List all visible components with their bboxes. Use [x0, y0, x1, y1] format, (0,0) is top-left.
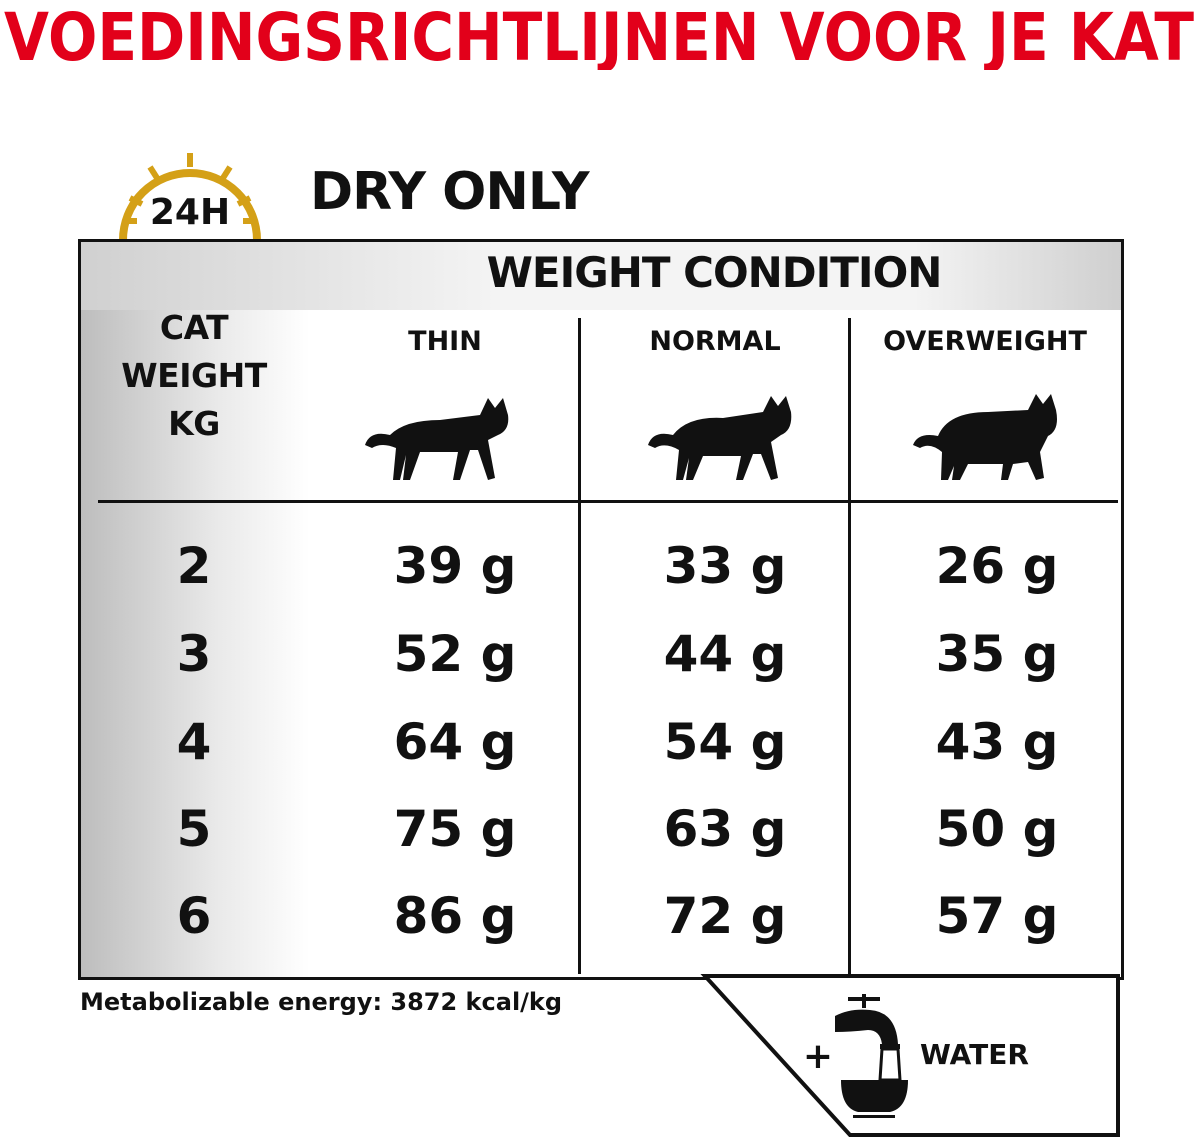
portion-cell: 52 g	[393, 625, 517, 683]
title-text: VOEDINGSRICHTLIJNEN VOOR JE KAT	[4, 0, 1194, 70]
cat-weight-kg: 5	[176, 800, 212, 858]
24h-clock-icon: 24H	[119, 153, 261, 241]
column-divider	[578, 318, 581, 974]
portion-cell: 63 g	[663, 800, 787, 858]
cat-weight-header: CAT WEIGHT KG	[82, 304, 306, 448]
column-header-overweight: OVERWEIGHT	[883, 326, 1087, 357]
overweight-cat-icon	[913, 394, 1057, 480]
metabolizable-energy-note: Metabolizable energy: 3872 kcal/kg	[80, 988, 563, 1016]
row-header-line: WEIGHT	[121, 356, 267, 395]
header-divider	[98, 500, 1118, 503]
plus-sign: +	[803, 1036, 833, 1077]
portion-cell: 57 g	[935, 887, 1059, 945]
column-divider	[848, 318, 851, 974]
portion-cell: 75 g	[393, 800, 517, 858]
thin-cat-icon	[365, 398, 509, 480]
portion-cell: 64 g	[393, 713, 517, 771]
cat-weight-kg: 6	[176, 887, 212, 945]
portion-cell: 33 g	[663, 537, 787, 595]
portion-cell: 54 g	[663, 713, 787, 771]
water-tap-bowl-icon	[835, 994, 908, 1118]
water-label: WATER	[920, 1038, 1029, 1071]
portion-cell: 43 g	[935, 713, 1059, 771]
cat-weight-kg: 3	[176, 625, 212, 683]
cat-weight-kg: 4	[176, 713, 212, 771]
cat-weight-kg: 2	[176, 537, 212, 595]
portion-cell: 44 g	[663, 625, 787, 683]
water-box: + WATER	[700, 974, 1120, 1137]
column-header-thin: THIN	[408, 326, 482, 357]
portion-cell: 39 g	[393, 537, 517, 595]
section-heading: DRY ONLY	[310, 162, 590, 222]
portion-cell: 72 g	[663, 887, 787, 945]
portion-cell: 86 g	[393, 887, 517, 945]
clock-label: 24H	[150, 192, 230, 233]
row-header-line: CAT	[159, 308, 229, 347]
portion-cell: 35 g	[935, 625, 1059, 683]
normal-cat-icon	[648, 396, 792, 480]
column-header-normal: NORMAL	[649, 326, 781, 357]
row-header-line: KG	[168, 404, 220, 443]
page-title: VOEDINGSRICHTLIJNEN VOOR JE KAT	[4, 0, 1194, 70]
weight-condition-header: WEIGHT CONDITION	[486, 248, 943, 297]
header-band	[81, 242, 1121, 310]
portion-cell: 50 g	[935, 800, 1059, 858]
portion-cell: 26 g	[935, 537, 1059, 595]
